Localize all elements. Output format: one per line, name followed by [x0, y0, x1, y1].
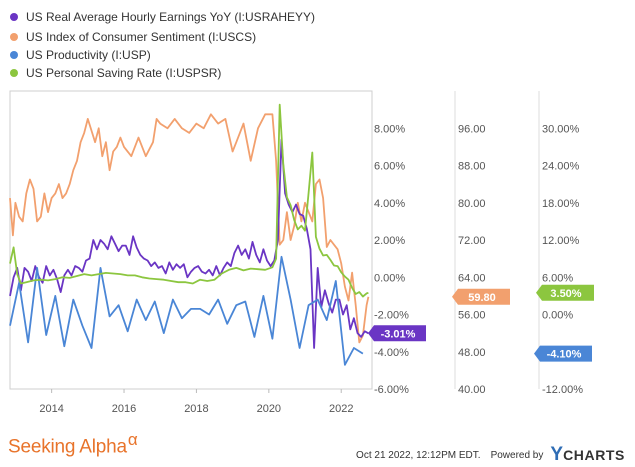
y-axes: 8.00% 6.00% 4.00% 2.00% 0.00% -2.00% -4.00% -6.…	[374, 123, 583, 396]
x-tick-label: 2016	[112, 403, 136, 415]
y-tick-label-pct: 6.00%	[374, 161, 405, 173]
series-line-productivity	[9, 255, 364, 366]
ycharts-logo: YCHARTS	[547, 444, 625, 466]
footer-attribution: Oct 21 2022, 12:12PM EDT. Powered by YCH…	[356, 444, 625, 466]
legend-entry-productivity[interactable]: US Productivity (I:USP)	[10, 48, 151, 62]
series-line-real-earnings	[9, 138, 369, 349]
y-tick-label-sentiment: 56.00	[458, 310, 486, 322]
legend-label-real-earnings: US Real Average Hourly Earnings YoY (I:U…	[26, 10, 315, 24]
y-tick-label-sentiment: 88.00	[458, 161, 486, 173]
y-tick-label-saving: 18.00%	[542, 198, 580, 210]
y-tick-label-pct: 8.00%	[374, 123, 405, 135]
y-tick-label-sentiment: 48.00	[458, 347, 486, 359]
legend: US Real Average Hourly Earnings YoY (I:U…	[10, 10, 315, 80]
legend-entry-saving-rate[interactable]: US Personal Saving Rate (I:USPSR)	[10, 66, 221, 80]
badge-value: 3.50%	[550, 288, 581, 300]
y-tick-label-pct: 2.00%	[374, 235, 405, 247]
legend-label-productivity: US Productivity (I:USP)	[26, 48, 151, 62]
legend-marker-consumer-sentiment	[10, 33, 18, 41]
y-tick-label-pct: -6.00%	[374, 384, 409, 396]
x-tick-label: 2022	[329, 403, 353, 415]
legend-marker-real-earnings	[10, 13, 18, 21]
plot-area-border	[9, 90, 373, 390]
legend-entry-real-earnings[interactable]: US Real Average Hourly Earnings YoY (I:U…	[10, 10, 315, 24]
last-value-badge-saving-rate: 3.50%	[536, 284, 594, 301]
ycharts-logo-text: CHARTS	[563, 447, 625, 463]
legend-entry-consumer-sentiment[interactable]: US Index of Consumer Sentiment (I:USCS)	[10, 30, 256, 44]
x-tick-label: 2020	[257, 403, 281, 415]
y-tick-label-pct: 4.00%	[374, 198, 405, 210]
badge-shape	[452, 288, 510, 305]
badge-shape	[534, 345, 592, 362]
y-tick-label-sentiment: 80.00	[458, 198, 486, 210]
last-value-badge-productivity: -4.10%	[534, 345, 592, 362]
ycharts-logo-y: Y	[550, 444, 564, 465]
series-lines	[9, 103, 370, 366]
y-tick-label-pct: -4.00%	[374, 347, 409, 359]
y-tick-label-saving: 12.00%	[542, 235, 580, 247]
badge-shape	[368, 325, 426, 342]
timestamp: Oct 21 2022, 12:12PM EDT.	[356, 449, 481, 461]
y-tick-label-sentiment: 64.00	[458, 272, 486, 284]
last-value-badges: 59.80 -3.01% -4.10% 3.50%	[368, 284, 594, 362]
x-tick-label: 2014	[39, 403, 63, 415]
last-value-badge-real-earnings: -3.01%	[368, 325, 426, 342]
legend-label-consumer-sentiment: US Index of Consumer Sentiment (I:USCS)	[26, 30, 256, 44]
badge-value: -4.10%	[547, 349, 582, 361]
powered-by-label: Powered by	[490, 449, 544, 461]
y-tick-label-saving: 24.00%	[542, 161, 580, 173]
plot-frame	[9, 90, 540, 390]
y-tick-label-pct: 0.00%	[374, 272, 405, 284]
legend-marker-productivity	[10, 51, 18, 59]
badge-shape	[536, 284, 594, 301]
x-axis: 2014 2016 2018 2020 2022	[39, 389, 353, 415]
seeking-alpha-logo: Seeking Alphaα	[8, 430, 138, 458]
y-tick-label-saving: -12.00%	[542, 384, 583, 396]
series-line-consumer-sentiment	[9, 113, 370, 344]
y-tick-label-sentiment: 72.00	[458, 235, 486, 247]
y-tick-label-saving: 0.00%	[542, 310, 573, 322]
alpha-symbol: α	[127, 430, 138, 449]
badge-value: -3.01%	[381, 328, 416, 340]
x-tick-label: 2018	[184, 403, 208, 415]
series-line-saving-rate	[9, 103, 369, 298]
y-tick-label-pct: -2.00%	[374, 310, 409, 322]
y-tick-label-sentiment: 96.00	[458, 123, 486, 135]
legend-marker-saving-rate	[10, 69, 18, 77]
badge-value: 59.80	[468, 292, 496, 304]
y-tick-label-sentiment: 40.00	[458, 384, 486, 396]
legend-label-saving-rate: US Personal Saving Rate (I:USPSR)	[26, 66, 221, 80]
y-tick-label-saving: 30.00%	[542, 123, 580, 135]
seeking-alpha-wordmark: Seeking Alpha	[8, 436, 127, 458]
y-tick-label-saving: 6.00%	[542, 272, 573, 284]
last-value-badge-consumer-sentiment: 59.80	[452, 288, 510, 305]
